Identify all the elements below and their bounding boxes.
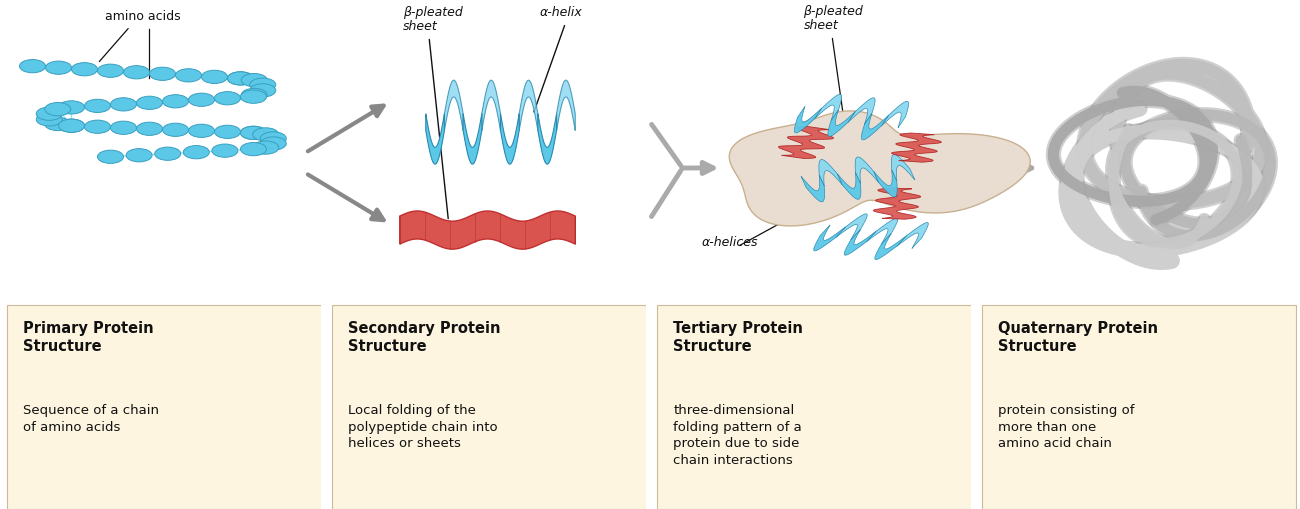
Ellipse shape (252, 128, 278, 141)
Ellipse shape (188, 124, 215, 137)
Polygon shape (862, 114, 889, 140)
Text: Quaternary Protein
Structure: Quaternary Protein Structure (998, 321, 1158, 354)
Polygon shape (729, 111, 1031, 226)
Ellipse shape (150, 67, 176, 80)
Ellipse shape (240, 90, 266, 103)
Ellipse shape (126, 149, 152, 162)
FancyBboxPatch shape (656, 305, 975, 509)
Ellipse shape (111, 121, 136, 134)
Ellipse shape (46, 61, 72, 74)
Polygon shape (874, 170, 897, 197)
Text: Secondary Protein
Structure: Secondary Protein Structure (348, 321, 500, 354)
Polygon shape (837, 173, 861, 200)
Ellipse shape (58, 101, 84, 114)
Polygon shape (538, 114, 556, 164)
Polygon shape (875, 234, 906, 260)
Polygon shape (482, 80, 500, 131)
FancyBboxPatch shape (982, 305, 1296, 509)
Text: α-helix: α-helix (540, 6, 582, 19)
Ellipse shape (214, 92, 240, 105)
Text: sheet: sheet (403, 20, 438, 33)
Polygon shape (874, 188, 920, 219)
Ellipse shape (58, 119, 84, 132)
FancyBboxPatch shape (6, 305, 325, 509)
FancyBboxPatch shape (971, 305, 979, 509)
Polygon shape (814, 225, 845, 251)
Polygon shape (445, 80, 463, 131)
Text: Primary Protein
Structure: Primary Protein Structure (23, 321, 153, 354)
Polygon shape (801, 175, 824, 202)
FancyBboxPatch shape (332, 305, 650, 509)
Ellipse shape (242, 73, 268, 87)
Text: β-pleated: β-pleated (403, 6, 463, 19)
Text: amino acids: amino acids (105, 10, 181, 23)
Polygon shape (463, 114, 482, 164)
Ellipse shape (227, 72, 254, 85)
Polygon shape (519, 80, 538, 131)
Polygon shape (892, 154, 915, 181)
Ellipse shape (162, 123, 188, 136)
Ellipse shape (242, 89, 268, 102)
Ellipse shape (72, 63, 98, 76)
Text: β-pleated: β-pleated (803, 5, 863, 18)
Ellipse shape (240, 126, 266, 139)
Polygon shape (881, 101, 909, 128)
Ellipse shape (260, 132, 286, 145)
Ellipse shape (36, 113, 62, 126)
Polygon shape (897, 222, 928, 248)
Text: Sequence of a chain
of amino acids: Sequence of a chain of amino acids (23, 404, 160, 434)
Ellipse shape (84, 99, 110, 112)
Polygon shape (556, 80, 576, 131)
Ellipse shape (36, 107, 62, 120)
Ellipse shape (136, 122, 162, 135)
Ellipse shape (250, 78, 276, 91)
Ellipse shape (202, 70, 228, 83)
Polygon shape (848, 98, 875, 124)
Text: sheet: sheet (803, 18, 838, 32)
Polygon shape (844, 229, 876, 255)
Ellipse shape (250, 84, 276, 97)
Ellipse shape (240, 126, 266, 139)
Polygon shape (855, 157, 879, 184)
Ellipse shape (58, 119, 84, 132)
Ellipse shape (44, 102, 70, 116)
Ellipse shape (162, 95, 188, 108)
Polygon shape (836, 214, 867, 240)
Ellipse shape (212, 144, 238, 157)
Ellipse shape (240, 143, 266, 156)
Text: Local folding of the
polypeptide chain into
helices or sheets: Local folding of the polypeptide chain i… (348, 404, 498, 450)
Ellipse shape (124, 66, 150, 79)
Polygon shape (794, 106, 822, 133)
FancyBboxPatch shape (321, 305, 329, 509)
Ellipse shape (98, 64, 124, 77)
Ellipse shape (227, 72, 254, 85)
Text: Tertiary Protein
Structure: Tertiary Protein Structure (673, 321, 803, 354)
Polygon shape (500, 114, 519, 164)
Polygon shape (819, 159, 842, 186)
Text: α-helices: α-helices (702, 236, 758, 249)
Polygon shape (892, 133, 941, 162)
Polygon shape (866, 218, 898, 244)
Ellipse shape (183, 146, 209, 159)
Ellipse shape (188, 93, 215, 106)
Ellipse shape (84, 120, 110, 133)
Ellipse shape (260, 137, 286, 150)
Polygon shape (814, 94, 841, 121)
Polygon shape (400, 211, 575, 249)
Ellipse shape (136, 96, 162, 109)
Polygon shape (779, 127, 833, 158)
Ellipse shape (98, 150, 124, 163)
Polygon shape (828, 110, 855, 136)
Text: protein consisting of
more than one
amino acid chain: protein consisting of more than one amin… (998, 404, 1135, 450)
FancyBboxPatch shape (646, 305, 654, 509)
Ellipse shape (20, 60, 46, 73)
Ellipse shape (176, 69, 202, 82)
Ellipse shape (44, 118, 70, 131)
Polygon shape (426, 114, 445, 164)
Ellipse shape (155, 147, 181, 160)
Ellipse shape (252, 141, 278, 154)
Ellipse shape (111, 98, 136, 111)
Ellipse shape (214, 125, 240, 138)
Text: three-dimensional
folding pattern of a
protein due to side
chain interactions: three-dimensional folding pattern of a p… (673, 404, 802, 467)
